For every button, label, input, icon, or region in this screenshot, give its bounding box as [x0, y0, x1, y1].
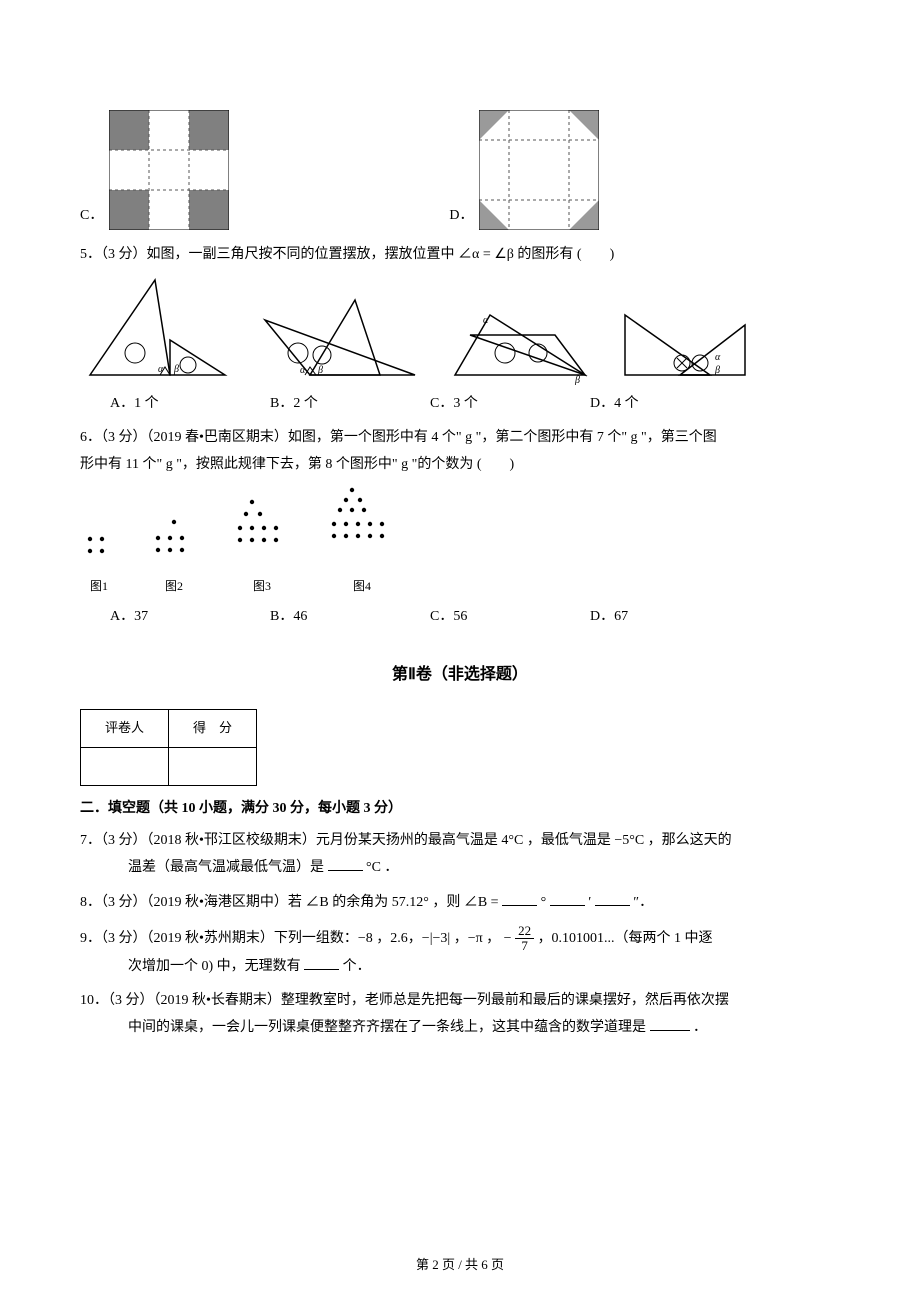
svg-text:α: α — [483, 315, 489, 326]
svg-text:α: α — [715, 352, 721, 363]
q5-figures: α β α β α β α — [80, 275, 840, 385]
q4-option-c: C． — [80, 110, 229, 230]
section2-head: 二．填空题（共 10 小题，满分 30 分，每小题 3 分） — [80, 796, 840, 823]
q10-l2: 中间的课桌，一会儿一列课桌便整整齐齐摆在了一条线上，这其中蕴含的数学道理是 ． — [80, 1015, 840, 1042]
q7-l2b: °C ． — [366, 860, 398, 875]
svg-text:β: β — [317, 365, 323, 376]
q9-frac-d: 7 — [515, 939, 534, 953]
q7-l1: 7．（3 分）（2018 秋•邗江区校级期末）元月份某天扬州的最高气温是 4°C… — [80, 828, 840, 855]
score-table: 评卷人 得 分 — [80, 709, 257, 786]
q6-fig4-box: 图4 — [324, 484, 400, 597]
q6-label1: 图1 — [80, 575, 118, 598]
svg-text:β: β — [173, 364, 179, 375]
q8-blank2 — [550, 892, 585, 906]
q6-stem-l1: 6．（3 分）（2019 春•巴南区期末）如图，第一个图形中有 4 个" g "… — [80, 425, 840, 452]
q6-fig3-box: 图3 — [230, 494, 294, 597]
q10-l2b: ． — [693, 1020, 707, 1035]
q9-l1a: 9．（3 分）（2019 秋•苏州期末）下列一组数：−8 ，2.6，−|−3| … — [80, 931, 500, 946]
q6-fig1-box: 图1 — [80, 504, 118, 597]
q6-label3: 图3 — [230, 575, 294, 598]
q8-blank3 — [595, 892, 630, 906]
score-empty1 — [81, 747, 169, 785]
q8-u1: ° — [541, 895, 547, 910]
q6-stem-l2: 形中有 11 个" g "，按照此规律下去，第 8 个图形中" g "的个数为 … — [80, 452, 840, 479]
score-c2: 得 分 — [169, 709, 257, 747]
q5-choice-d: D．4 个 — [590, 391, 750, 418]
q7: 7．（3 分）（2018 秋•邗江区校级期末）元月份某天扬州的最高气温是 4°C… — [80, 828, 840, 881]
score-c1: 评卷人 — [81, 709, 169, 747]
q7-blank — [328, 857, 363, 871]
q7-l2: 温差（最高气温减最低气温）是 °C ． — [80, 855, 840, 882]
q6-label4: 图4 — [324, 575, 400, 598]
q5-choice-a: A．1 个 — [110, 391, 270, 418]
q10: 10．（3 分）（2019 秋•长春期末）整理教室时，老师总是先把每一列最前和最… — [80, 988, 840, 1041]
q10-l2a: 中间的课桌，一会儿一列课桌便整整齐齐摆在了一条线上，这其中蕴含的数学道理是 — [128, 1020, 646, 1035]
q6-choice-a: A．37 — [110, 604, 270, 631]
q4-c-label: C． — [80, 203, 103, 230]
q8: 8．（3 分）（2019 秋•海港区期中）若 ∠B 的余角为 57.12° ，则… — [80, 890, 840, 917]
q9-l1b: ，0.101001...（每两个 1 中逐 — [538, 931, 713, 946]
q4-options-cd: C． D． — [80, 110, 840, 230]
section2-title: 第Ⅱ卷（非选择题） — [80, 660, 840, 690]
q5-fig4: α β — [620, 305, 750, 385]
q4-option-d: D． — [449, 110, 599, 230]
q5-choice-b: B．2 个 — [270, 391, 430, 418]
q9-l1: 9．（3 分）（2019 秋•苏州期末）下列一组数：−8 ，2.6，−|−3| … — [80, 924, 840, 954]
q6: 6．（3 分）（2019 春•巴南区期末）如图，第一个图形中有 4 个" g "… — [80, 425, 840, 630]
q6-figures: 图1 图2 图3 — [80, 484, 840, 597]
q6-fig2 — [148, 504, 200, 564]
q8-u2: ′ — [588, 895, 591, 910]
q5-fig1: α β — [80, 275, 230, 385]
svg-text:β: β — [574, 375, 580, 385]
score-empty2 — [169, 747, 257, 785]
q9-frac-sign: − — [504, 931, 512, 946]
q6-fig1 — [80, 504, 118, 564]
q6-choice-d: D．67 — [590, 604, 750, 631]
q10-blank — [650, 1017, 690, 1031]
q9-l2b: 个． — [343, 959, 371, 974]
q9-frac-n: 22 — [515, 924, 534, 939]
q10-l1: 10．（3 分）（2019 秋•长春期末）整理教室时，老师总是先把每一列最前和最… — [80, 988, 840, 1015]
q6-fig4 — [324, 484, 400, 564]
q6-fig3 — [230, 494, 294, 564]
q9-frac: 22 7 — [515, 924, 534, 954]
q6-choice-c: C．56 — [430, 604, 590, 631]
q9-l2: 次增加一个 0) 中，无理数有 个． — [80, 954, 840, 981]
q8-blank1 — [502, 892, 537, 906]
q5-choice-c: C．3 个 — [430, 391, 590, 418]
q8-u3: ″． — [633, 895, 653, 910]
q5-fig2: α β — [260, 295, 420, 385]
q4-c-figure — [109, 110, 229, 230]
q7-l2a: 温差（最高气温减最低气温）是 — [128, 860, 324, 875]
page-footer: 第 2 页 / 共 6 页 — [0, 1253, 920, 1278]
q4-d-figure — [479, 110, 599, 230]
q9: 9．（3 分）（2019 秋•苏州期末）下列一组数：−8 ，2.6，−|−3| … — [80, 924, 840, 980]
q5-stem: 5．（3 分）如图，一副三角尺按不同的位置摆放，摆放位置中 ∠α = ∠β 的图… — [80, 242, 840, 269]
q8-a: 8．（3 分）（2019 秋•海港区期中）若 ∠B 的余角为 57.12° ，则… — [80, 895, 499, 910]
svg-text:β: β — [714, 365, 720, 376]
q5: 5．（3 分）如图，一副三角尺按不同的位置摆放，摆放位置中 ∠α = ∠β 的图… — [80, 242, 840, 417]
q5-choices: A．1 个 B．2 个 C．3 个 D．4 个 — [110, 391, 840, 418]
q4-d-label: D． — [449, 203, 473, 230]
q6-choice-b: B．46 — [270, 604, 430, 631]
q9-l2a: 次增加一个 0) 中，无理数有 — [128, 959, 301, 974]
q6-choices: A．37 B．46 C．56 D．67 — [110, 604, 840, 631]
q6-label2: 图2 — [148, 575, 200, 598]
q9-blank — [304, 956, 339, 970]
q5-fig3: α β — [450, 305, 590, 385]
q6-fig2-box: 图2 — [148, 504, 200, 597]
